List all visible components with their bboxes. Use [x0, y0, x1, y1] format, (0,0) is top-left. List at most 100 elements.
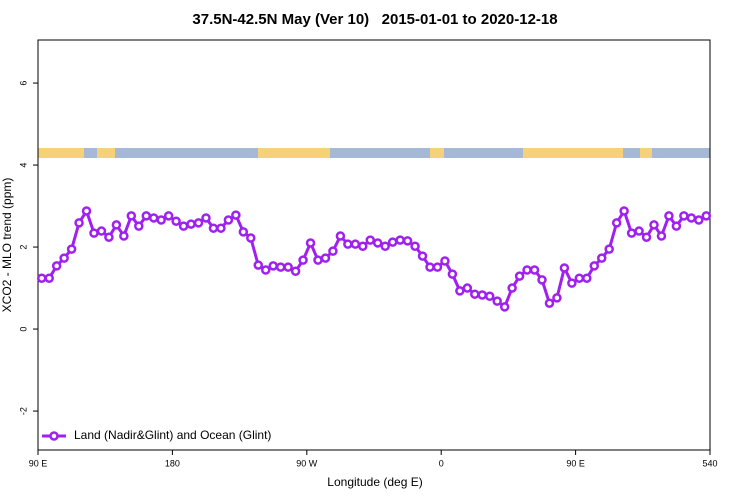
point: [305, 238, 316, 248]
point: [96, 226, 107, 236]
point: [514, 271, 525, 281]
point: [104, 232, 114, 242]
point: [66, 244, 77, 254]
point: [671, 221, 682, 231]
y-tick-label: 2: [18, 245, 28, 250]
point: [89, 228, 99, 238]
point: [171, 216, 181, 226]
point: [141, 211, 152, 221]
point: [395, 235, 405, 245]
point: [51, 261, 62, 271]
point: [178, 221, 189, 231]
legend-label: Land (Nadir&Glint) and Ocean (Glint): [74, 428, 271, 442]
point: [201, 213, 211, 223]
point: [410, 241, 420, 251]
y-tick-label: 4: [18, 163, 28, 168]
point: [507, 283, 517, 293]
point: [231, 210, 241, 220]
x-tick-label: 90 W: [296, 458, 318, 468]
point: [59, 253, 69, 263]
point: [81, 206, 92, 216]
x-axis-label: Longitude (deg E): [327, 475, 422, 489]
point: [447, 269, 458, 279]
point: [156, 215, 166, 225]
point: [275, 262, 286, 272]
point: [522, 265, 532, 275]
x-tick-label: 0: [439, 458, 444, 468]
point: [417, 251, 428, 261]
point: [36, 273, 47, 283]
point: [216, 223, 226, 233]
point: [126, 211, 137, 221]
point: [589, 261, 600, 271]
point: [484, 291, 495, 301]
legend-marker: [49, 431, 59, 441]
point: [641, 232, 652, 242]
point: [694, 215, 704, 225]
point: [335, 231, 346, 241]
point: [440, 256, 450, 266]
point: [559, 263, 570, 273]
point: [567, 278, 577, 288]
point: [649, 220, 659, 230]
point: [246, 233, 256, 243]
y-tick-label: -2: [18, 407, 28, 415]
point: [626, 228, 637, 238]
point: [343, 239, 353, 249]
point: [320, 253, 331, 263]
point: [186, 219, 196, 229]
point: [350, 239, 361, 249]
point: [44, 273, 54, 283]
point: [111, 220, 122, 230]
x-tick-label: 180: [165, 458, 180, 468]
y-tick-label: 6: [18, 81, 28, 86]
point: [664, 211, 674, 221]
land-ocean-strip: [38, 148, 710, 158]
point: [238, 227, 249, 237]
point: [529, 265, 540, 275]
point: [544, 298, 555, 308]
point: [283, 262, 293, 272]
point: [365, 235, 376, 245]
point: [119, 231, 129, 241]
point: [470, 289, 480, 299]
y-tick-label: 0: [18, 327, 28, 332]
point: [253, 260, 264, 270]
y-axis-label: XCO2 - MLO trend (ppm): [0, 178, 14, 313]
point: [290, 266, 301, 276]
point: [701, 211, 712, 221]
point: [462, 283, 473, 293]
point: [679, 211, 689, 221]
point: [223, 215, 234, 225]
point: [596, 253, 607, 263]
point: [425, 262, 435, 272]
point: [298, 255, 308, 265]
point: [134, 221, 144, 231]
point: [582, 273, 592, 283]
point: [656, 231, 667, 241]
point: [611, 218, 622, 228]
point: [432, 262, 443, 272]
point: [455, 286, 465, 296]
point: [193, 218, 204, 228]
point: [358, 241, 368, 251]
plot-frame: [37, 39, 711, 451]
point: [328, 246, 338, 256]
point: [148, 213, 159, 223]
point: [686, 213, 697, 223]
point: [604, 244, 614, 254]
x-tick-label: 540: [702, 458, 717, 468]
chart-title: 37.5N-42.5N May (Ver 10) 2015-01-01 to 2…: [192, 11, 557, 28]
point: [380, 241, 390, 251]
point: [477, 290, 488, 300]
point: [372, 238, 383, 248]
point: [574, 273, 585, 283]
x-tick-label: 90 E: [566, 458, 585, 468]
point: [537, 275, 547, 285]
point: [260, 265, 271, 275]
point: [208, 223, 219, 233]
point: [313, 255, 323, 265]
point: [402, 236, 413, 246]
point: [492, 296, 502, 306]
